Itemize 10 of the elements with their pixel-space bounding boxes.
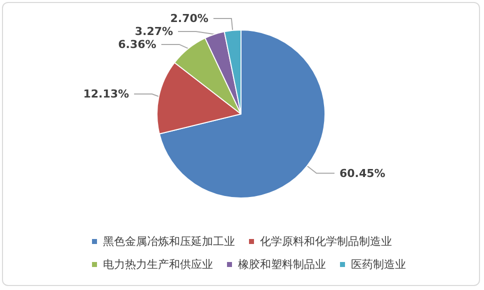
data-label: 6.36% xyxy=(118,38,156,51)
legend-label: 电力热力生产和供应业 xyxy=(103,258,213,271)
data-label: 12.13% xyxy=(83,88,130,101)
legend-label: 医药制造业 xyxy=(351,258,406,271)
legend-label: 橡胶和塑料制品业 xyxy=(238,258,326,271)
data-label: 3.27% xyxy=(134,24,174,38)
legend-label: 黑色金属冶炼和压延加工业 xyxy=(103,235,235,248)
data-label: 2.70% xyxy=(170,12,208,25)
data-label: 60.45% xyxy=(339,166,386,180)
legend-label: 化学原料和化学制品制造业 xyxy=(260,235,392,248)
